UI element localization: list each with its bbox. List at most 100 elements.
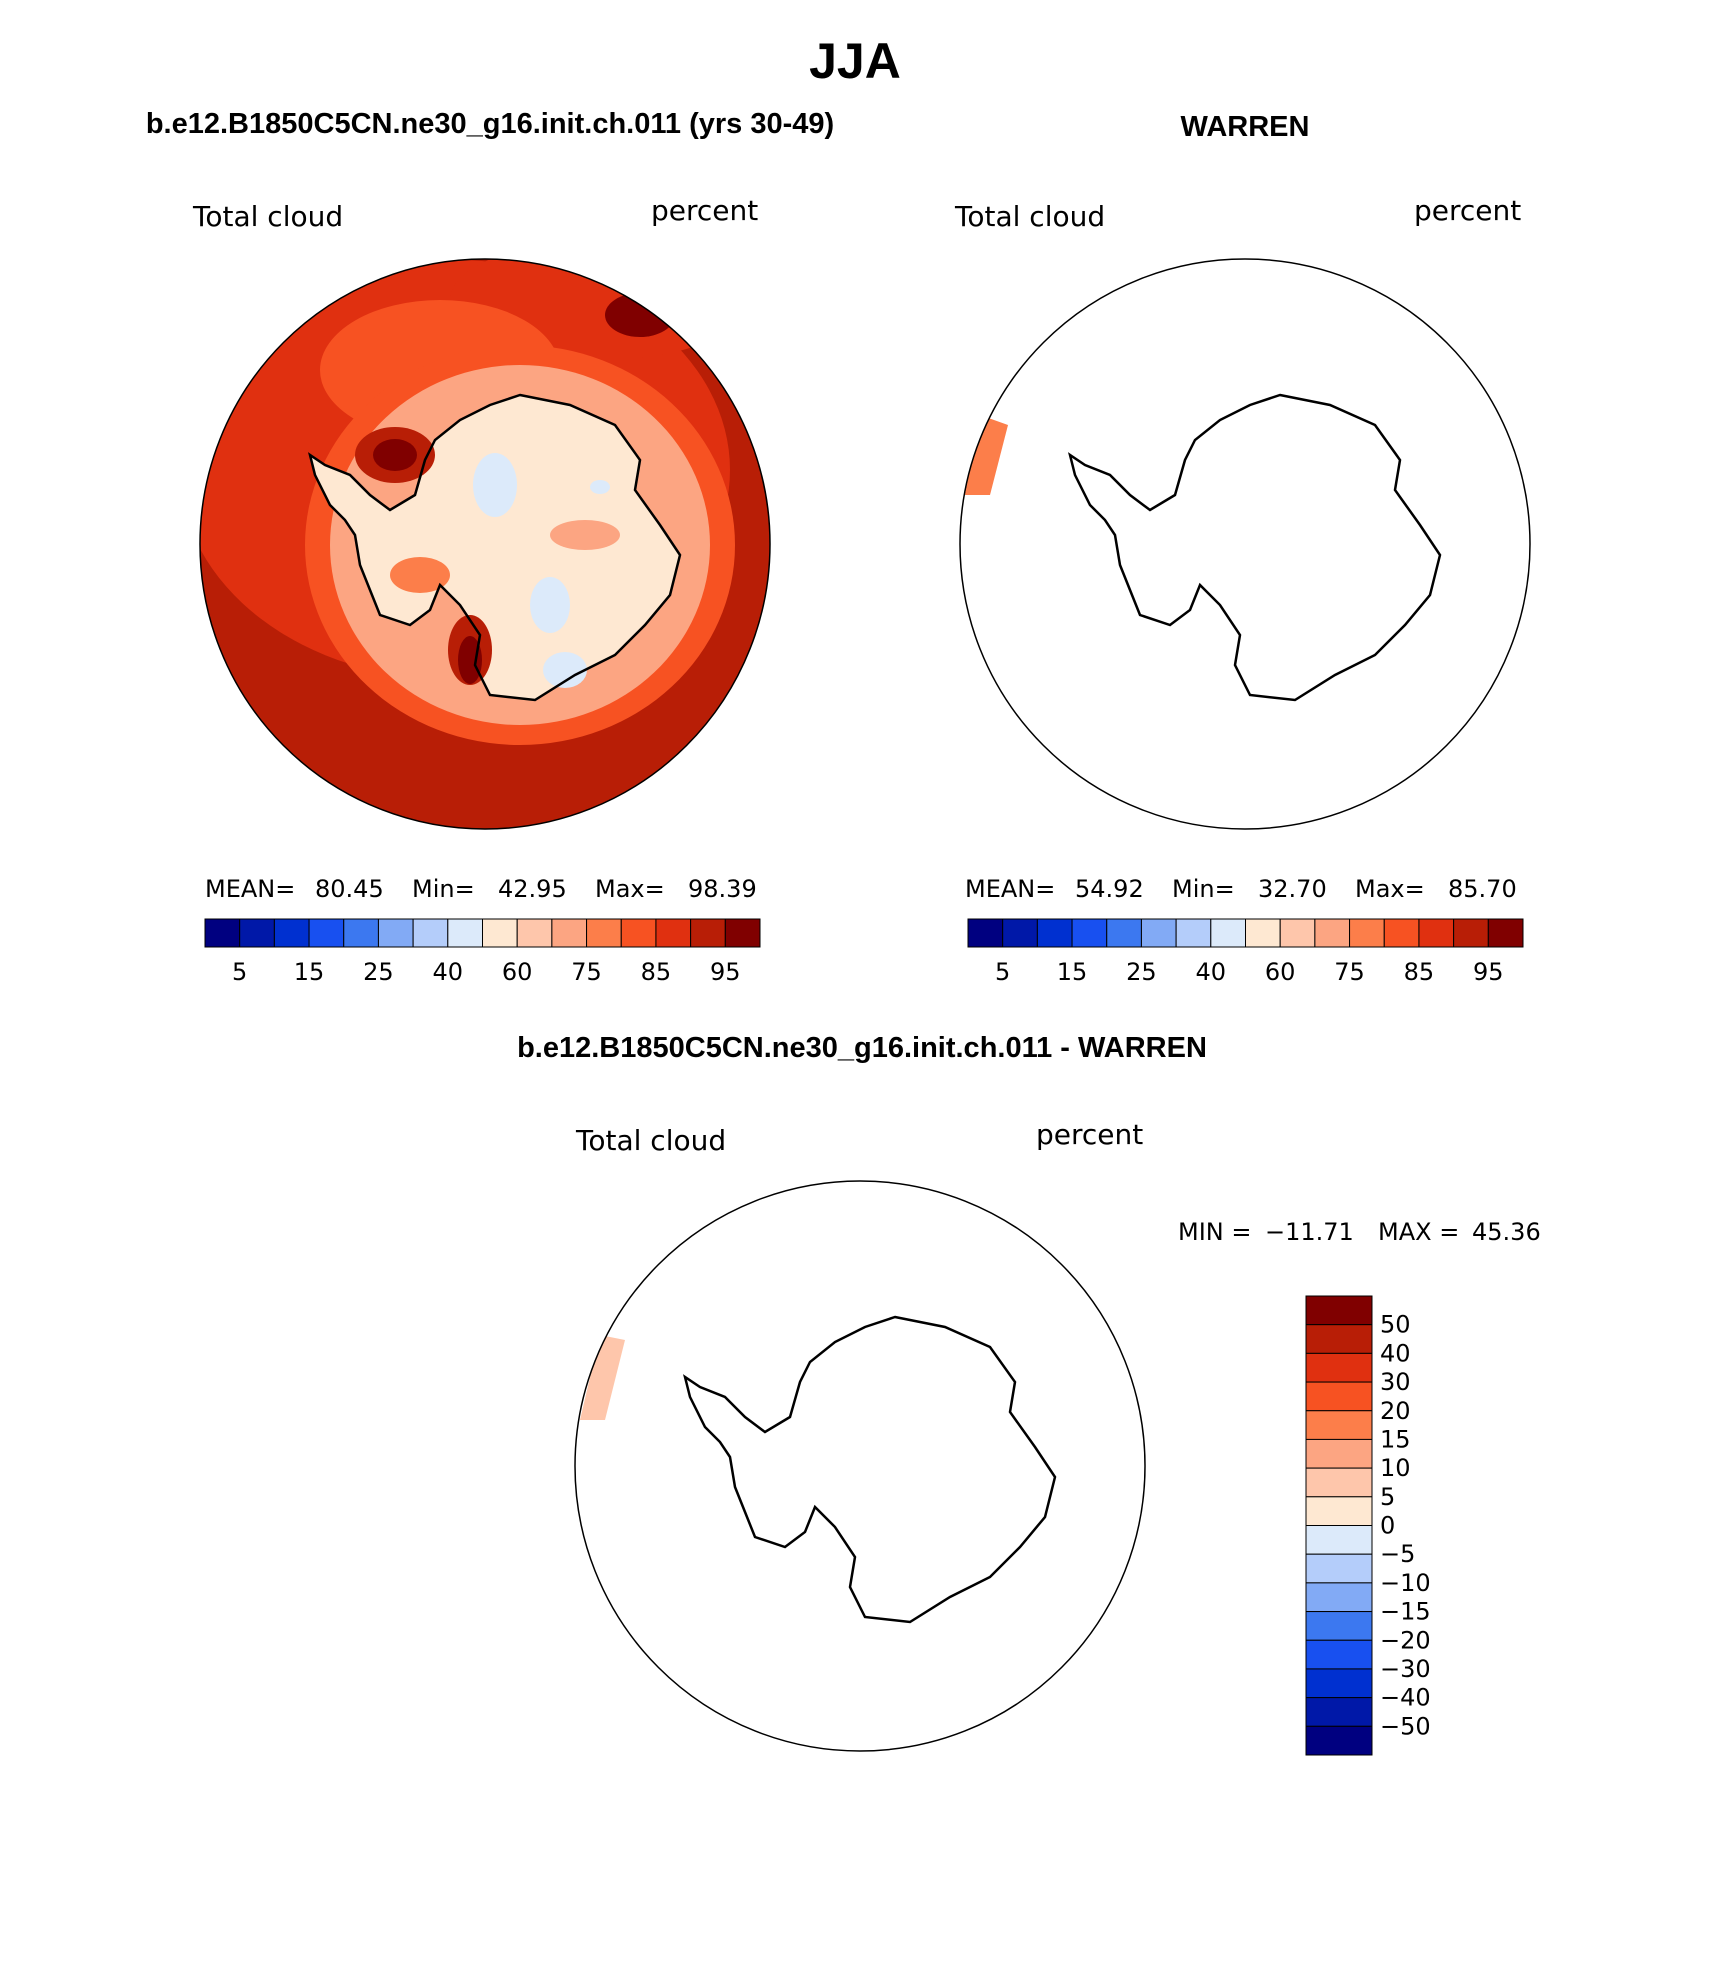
panel1-stats: MEAN= 80.45 Min= 42.95 Max= 98.39 xyxy=(205,875,757,903)
panel1-colorbar-tick-label: 60 xyxy=(502,958,533,986)
panel3-colorbar-swatch xyxy=(1306,1669,1372,1698)
panel3-colorbar-swatch xyxy=(1306,1526,1372,1555)
panel2-colorbar-tick-label: 40 xyxy=(1196,958,1227,986)
panel1-colorbar-swatch xyxy=(413,919,448,947)
panel1-colorbar-tick-label: 40 xyxy=(433,958,464,986)
panel2-map xyxy=(945,259,1530,829)
panel2-mean-value: 54.92 xyxy=(1075,875,1144,903)
panel3-colorbar-swatch xyxy=(1306,1468,1372,1497)
panel2-min-label: Min= xyxy=(1172,875,1235,903)
panel2-colorbar-tick-label: 85 xyxy=(1404,958,1435,986)
panel3-heading: b.e12.B1850C5CN.ne30_g16.init.ch.011 - W… xyxy=(517,1032,1207,1064)
panel1-colorbar-swatch xyxy=(517,919,552,947)
panel1-left-label: Total cloud xyxy=(192,200,343,233)
panel1-colorbar-swatch xyxy=(656,919,691,947)
panel3-colorbar-swatch xyxy=(1306,1353,1372,1382)
panel1-colorbar: 5 15 25 40 60 75 85 95 xyxy=(205,919,760,986)
panel2-colorbar-swatch xyxy=(1176,919,1211,947)
panel1-colorbar-tick-label: 5 xyxy=(232,958,247,986)
panel2-mean-label: MEAN= xyxy=(965,875,1055,903)
panel1-colorbar-swatch xyxy=(240,919,275,947)
panel3-colorbar-swatch xyxy=(1306,1325,1372,1354)
panel3-colorbar-swatch xyxy=(1306,1583,1372,1612)
panel1-colorbar-swatch xyxy=(552,919,587,947)
panel3-colorbar-tick-label: −40 xyxy=(1380,1684,1431,1712)
panel3-colorbar-tick-label: −50 xyxy=(1380,1712,1431,1740)
panel1-colorbar-swatch xyxy=(587,919,622,947)
panel3-colorbar-tick-label: −15 xyxy=(1380,1598,1431,1626)
panel2-stats: MEAN= 54.92 Min= 32.70 Max= 85.70 xyxy=(965,875,1517,903)
figure-title: JJA xyxy=(809,33,901,89)
panel1-max-label: Max= xyxy=(595,875,665,903)
panel3-right-label: percent xyxy=(1036,1118,1143,1151)
panel2-colorbar-swatch xyxy=(1107,919,1142,947)
panel3-colorbar-tick-label: 10 xyxy=(1380,1454,1411,1482)
panel1-colorbar-tick-label: 85 xyxy=(641,958,672,986)
panel3-min-label: MIN = xyxy=(1178,1218,1251,1246)
panel2-colorbar-swatch xyxy=(1419,919,1454,947)
panel1-map xyxy=(180,240,775,835)
panel2-colorbar-tick-label: 75 xyxy=(1334,958,1365,986)
panel1-colorbar-swatch xyxy=(378,919,413,947)
panel2-colorbar-swatch xyxy=(1003,919,1038,947)
panel3-colorbar-swatch xyxy=(1306,1612,1372,1641)
panel1-colorbar-tick-label: 75 xyxy=(571,958,602,986)
panel3-colorbar-swatch xyxy=(1306,1497,1372,1526)
panel2-colorbar: 515254060758595 xyxy=(968,919,1523,986)
panel1-min-label: Min= xyxy=(412,875,475,903)
panel2-min-value: 32.70 xyxy=(1258,875,1327,903)
panel1-mean-value: 80.45 xyxy=(315,875,384,903)
panel3-colorbar-swatch xyxy=(1306,1640,1372,1669)
panel2-colorbar-tick-label: 5 xyxy=(995,958,1010,986)
panel2-max-label: Max= xyxy=(1355,875,1425,903)
panel3-colorbar-swatch xyxy=(1306,1296,1372,1325)
panel3-colorbar-swatch xyxy=(1306,1554,1372,1583)
panel1-colorbar-swatch xyxy=(309,919,344,947)
panel3-min-value: −11.71 xyxy=(1265,1218,1354,1246)
panel2-colorbar-swatch xyxy=(1350,919,1385,947)
panel2-colorbar-tick-label: 25 xyxy=(1126,958,1157,986)
panel1-colorbar-swatch xyxy=(621,919,656,947)
panel3-colorbar-swatch xyxy=(1306,1698,1372,1727)
panel1-colorbar-swatch xyxy=(344,919,379,947)
panel1-right-label: percent xyxy=(651,194,758,227)
panel1-colorbar-tick-label: 15 xyxy=(294,958,325,986)
panel3-stats: MIN = −11.71 MAX = 45.36 xyxy=(1178,1218,1541,1246)
panel3-colorbar-tick-label: 30 xyxy=(1380,1368,1411,1396)
panel2-left-label: Total cloud xyxy=(954,200,1105,233)
panel3-colorbar-tick-label: −30 xyxy=(1380,1655,1431,1683)
panel2-colorbar-swatch xyxy=(1454,919,1489,947)
panel3-max-value: 45.36 xyxy=(1472,1218,1541,1246)
panel1-colorbar-tick-label: 95 xyxy=(710,958,741,986)
panel1-heading: b.e12.B1850C5CN.ne30_g16.init.ch.011 (yr… xyxy=(146,108,834,140)
panel1-colorbar-swatch xyxy=(483,919,518,947)
panel3-colorbar-tick-label: 20 xyxy=(1380,1397,1411,1425)
panel3-map xyxy=(575,1181,1145,1751)
panel3-colorbar-swatch xyxy=(1306,1411,1372,1440)
panel2-colorbar-swatch xyxy=(1141,919,1176,947)
panel1-colorbar-tick-label: 25 xyxy=(363,958,394,986)
panel1-colorbar-swatch xyxy=(274,919,309,947)
panel2-colorbar-swatch xyxy=(1488,919,1523,947)
panel3-max-label: MAX = xyxy=(1378,1218,1459,1246)
panel3-colorbar: 50403020151050−5−10−15−20−30−40−50 xyxy=(1306,1296,1431,1755)
panel2-max-value: 85.70 xyxy=(1448,875,1517,903)
panel3-colorbar-swatch xyxy=(1306,1439,1372,1468)
panel3-colorbar-tick-label: 15 xyxy=(1380,1425,1411,1453)
panel2-colorbar-swatch xyxy=(1280,919,1315,947)
panel2-colorbar-swatch xyxy=(1246,919,1281,947)
panel3-colorbar-tick-label: −10 xyxy=(1380,1569,1431,1597)
panel3-colorbar-tick-label: 50 xyxy=(1380,1311,1411,1339)
panel2-heading: WARREN xyxy=(1181,111,1310,143)
panel2-colorbar-swatch xyxy=(1315,919,1350,947)
panel1-colorbar-swatch xyxy=(448,919,483,947)
panel1-mean-label: MEAN= xyxy=(205,875,295,903)
panel1-colorbar-swatch xyxy=(725,919,760,947)
panel1-min-value: 42.95 xyxy=(498,875,567,903)
panel3-colorbar-swatch xyxy=(1306,1726,1372,1755)
panel2-colorbar-tick-label: 60 xyxy=(1265,958,1296,986)
panel3-colorbar-tick-label: 40 xyxy=(1380,1339,1411,1367)
panel3-colorbar-tick-label: 5 xyxy=(1380,1483,1395,1511)
panel3-left-label: Total cloud xyxy=(575,1124,726,1157)
